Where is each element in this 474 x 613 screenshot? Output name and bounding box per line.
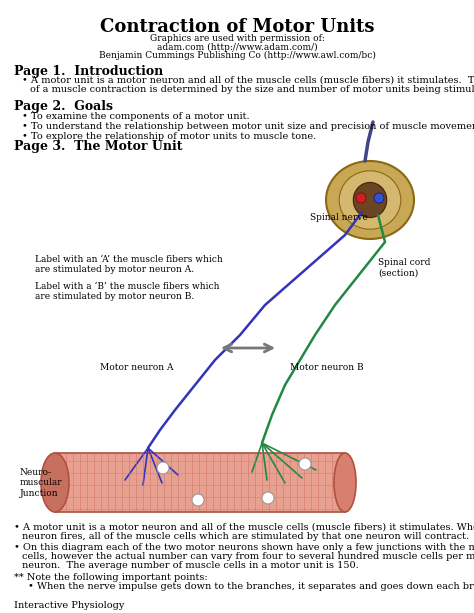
Text: Graphics are used with permission of:: Graphics are used with permission of:	[150, 34, 324, 43]
Circle shape	[262, 492, 274, 504]
Text: Motor neuron A: Motor neuron A	[100, 363, 173, 372]
Text: of a muscle contraction is determined by the size and number of motor units bein: of a muscle contraction is determined by…	[30, 85, 474, 94]
Text: • A motor unit is a motor neuron and all of the muscle cells (muscle fibers) it : • A motor unit is a motor neuron and all…	[14, 523, 474, 532]
Text: Benjamin Cummings Publishing Co (http://www.awl.com/bc): Benjamin Cummings Publishing Co (http://…	[99, 51, 375, 60]
Text: • A motor unit is a motor neuron and all of the muscle cells (muscle fibers) it : • A motor unit is a motor neuron and all…	[22, 76, 474, 85]
Bar	[55, 453, 345, 512]
Ellipse shape	[353, 183, 387, 218]
Text: Interactive Physiology: Interactive Physiology	[14, 601, 124, 610]
Ellipse shape	[41, 453, 69, 512]
Ellipse shape	[326, 161, 414, 239]
Text: ** Note the following important points:: ** Note the following important points:	[14, 573, 208, 582]
Ellipse shape	[334, 453, 356, 512]
Text: Page 1.  Introduction: Page 1. Introduction	[14, 65, 163, 78]
Ellipse shape	[339, 171, 401, 229]
Text: • To understand the relationship between motor unit size and precision of muscle: • To understand the relationship between…	[22, 122, 474, 131]
Text: Page 2.  Goals: Page 2. Goals	[14, 100, 113, 113]
Text: Neuro-
muscular
Junction: Neuro- muscular Junction	[20, 468, 63, 498]
Text: • When the nerve impulse gets down to the branches, it separates and goes down e: • When the nerve impulse gets down to th…	[28, 582, 474, 591]
Text: Label with a ‘B’ the muscle fibers which
are stimulated by motor neuron B.: Label with a ‘B’ the muscle fibers which…	[35, 282, 219, 302]
Circle shape	[356, 193, 366, 203]
Text: Spinal nerve: Spinal nerve	[310, 213, 368, 222]
Text: cells, however the actual number can vary from four to several hundred muscle ce: cells, however the actual number can var…	[22, 552, 474, 561]
Text: neuron fires, all of the muscle cells which are stimulated by that one neuron wi: neuron fires, all of the muscle cells wh…	[22, 532, 469, 541]
Text: • On this diagram each of the two motor neurons shown have only a few junctions : • On this diagram each of the two motor …	[14, 543, 474, 552]
Text: Contraction of Motor Units: Contraction of Motor Units	[100, 18, 374, 36]
Text: Label with an ‘A’ the muscle fibers which
are stimulated by motor neuron A.: Label with an ‘A’ the muscle fibers whic…	[35, 255, 223, 275]
Text: Page 3.  The Motor Unit: Page 3. The Motor Unit	[14, 140, 182, 153]
Circle shape	[374, 193, 384, 203]
Text: Motor neuron B: Motor neuron B	[290, 363, 364, 372]
Circle shape	[299, 458, 311, 470]
Text: neuron.  The average number of muscle cells in a motor unit is 150.: neuron. The average number of muscle cel…	[22, 561, 359, 570]
Text: adam.com (http://www.adam.com/): adam.com (http://www.adam.com/)	[157, 42, 317, 51]
Circle shape	[192, 494, 204, 506]
Text: Spinal cord
(section): Spinal cord (section)	[378, 258, 430, 278]
Circle shape	[157, 462, 169, 474]
Text: • To examine the components of a motor unit.: • To examine the components of a motor u…	[22, 112, 250, 121]
Text: • To explore the relationship of motor units to muscle tone.: • To explore the relationship of motor u…	[22, 132, 316, 141]
